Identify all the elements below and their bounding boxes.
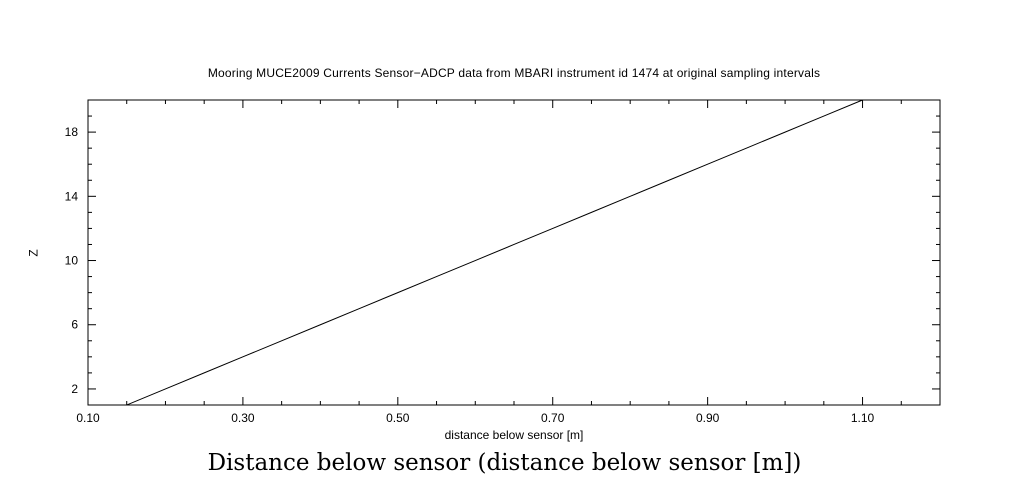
- plot-frame: [87, 99, 941, 406]
- chart-title: Mooring MUCE2009 Currents Sensor−ADCP da…: [207, 66, 821, 80]
- x-tick-label: 0.50: [386, 411, 410, 425]
- y-tick-label: 6: [71, 318, 78, 332]
- tick-labels: 0.10 0.30 0.50 0.70 0.90 1.10 2 6 10 14 18: [65, 125, 875, 425]
- x-tick-label: 0.90: [696, 411, 720, 425]
- axis-ticks: [87, 99, 941, 406]
- y-tick-label: 18: [65, 125, 79, 139]
- x-tick-label: 0.10: [76, 411, 100, 425]
- x-tick-label: 0.30: [231, 411, 255, 425]
- data-line: [126, 99, 863, 406]
- x-axis-label: distance below sensor [m]: [444, 428, 584, 442]
- x-tick-label: 1.10: [851, 411, 875, 425]
- y-tick-label: 2: [71, 382, 78, 396]
- y-axis-label: Z: [26, 249, 41, 257]
- x-tick-label: 0.70: [541, 411, 565, 425]
- figure-caption: Distance below sensor (distance below se…: [207, 450, 802, 476]
- y-tick-label: 10: [65, 254, 79, 268]
- y-tick-label: 14: [65, 189, 79, 203]
